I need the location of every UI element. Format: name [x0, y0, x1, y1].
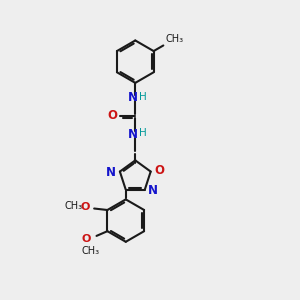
Text: O: O	[82, 234, 91, 244]
Text: H: H	[139, 92, 146, 102]
Text: N: N	[128, 91, 138, 104]
Text: N: N	[128, 128, 138, 141]
Text: CH₃: CH₃	[165, 34, 183, 44]
Text: H: H	[139, 128, 146, 138]
Text: CH₃: CH₃	[64, 202, 82, 212]
Text: CH₃: CH₃	[82, 246, 100, 256]
Text: O: O	[80, 202, 90, 212]
Text: N: N	[106, 166, 116, 179]
Text: N: N	[148, 184, 158, 197]
Text: O: O	[154, 164, 164, 178]
Text: O: O	[107, 109, 117, 122]
